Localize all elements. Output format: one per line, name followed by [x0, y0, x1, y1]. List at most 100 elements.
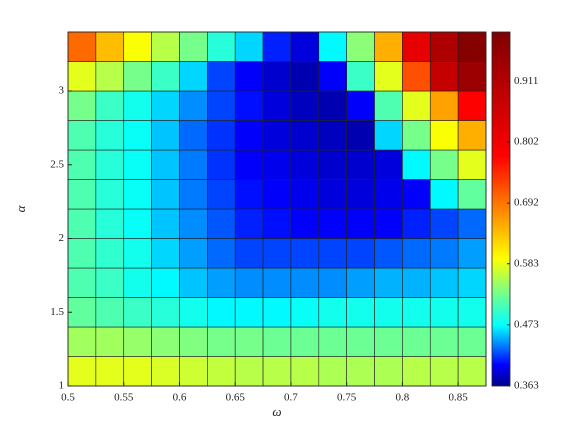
heat-cell — [402, 267, 431, 298]
heat-cell — [318, 267, 347, 298]
heat-cell — [95, 31, 125, 62]
heat-cell — [318, 179, 347, 210]
y-axis-label: α — [13, 204, 28, 212]
heat-cell — [346, 31, 375, 62]
heat-cell — [457, 31, 487, 62]
heat-cell — [207, 326, 236, 357]
heat-cell — [374, 179, 403, 210]
heat-cell — [151, 297, 180, 328]
heat-cell — [402, 149, 431, 180]
heat-cell — [457, 90, 487, 121]
heat-cell — [374, 120, 403, 151]
x-tick-label: 0.7 — [284, 392, 298, 404]
colorbar — [491, 31, 511, 387]
heat-cell — [151, 61, 180, 92]
heat-cell — [234, 90, 264, 121]
heat-cell — [207, 356, 236, 387]
heat-cell — [234, 61, 264, 92]
x-tick-label: 0.65 — [226, 392, 246, 404]
heat-cell — [429, 179, 459, 210]
y-tick-label: 2 — [59, 232, 65, 244]
heat-cell — [179, 61, 208, 92]
heat-cell — [207, 31, 236, 62]
heat-cell — [67, 61, 97, 92]
heat-cell — [262, 149, 292, 180]
heat-cell — [123, 326, 152, 357]
heat-cell — [429, 208, 459, 239]
heat-cell — [402, 179, 431, 210]
heat-cell — [374, 267, 403, 298]
heat-cell — [346, 267, 375, 298]
heat-cell — [123, 267, 152, 298]
x-tick-label: 0.55 — [114, 392, 134, 404]
heat-cell — [346, 297, 375, 328]
heat-cell — [123, 90, 152, 121]
heat-cell — [374, 238, 403, 269]
heat-cell — [346, 149, 375, 180]
heat-cell — [374, 61, 403, 92]
heat-cell — [290, 208, 320, 239]
heat-cell — [179, 179, 208, 210]
heat-cell — [457, 356, 487, 387]
heat-cell — [290, 90, 320, 121]
colorbar-tick-label: 0.911 — [514, 75, 538, 87]
colorbar-tick-label: 0.583 — [514, 257, 539, 269]
heat-cell — [457, 238, 487, 269]
heat-cell — [67, 326, 97, 357]
heat-cell — [318, 208, 347, 239]
x-tick-label: 0.75 — [337, 392, 357, 404]
heat-cell — [318, 61, 347, 92]
heat-cell — [123, 149, 152, 180]
heat-cell — [262, 267, 292, 298]
heat-cell — [457, 149, 487, 180]
heat-cell — [457, 267, 487, 298]
y-tick-label: 1 — [59, 380, 65, 392]
plot-frame — [67, 31, 487, 387]
heat-cell — [67, 208, 97, 239]
heat-cell — [67, 90, 97, 121]
heat-cell — [123, 179, 152, 210]
heat-cell — [67, 297, 97, 328]
heat-cell — [402, 238, 431, 269]
heat-cell — [262, 90, 292, 121]
heat-cell — [67, 356, 97, 387]
heat-cell — [262, 179, 292, 210]
heat-cell — [290, 238, 320, 269]
heat-cell — [151, 90, 180, 121]
y-tick-label: 2.5 — [50, 158, 64, 170]
heat-cell — [402, 208, 431, 239]
heat-cell — [290, 356, 320, 387]
heat-cell — [318, 120, 347, 151]
heat-cell — [234, 149, 264, 180]
heat-cell — [123, 31, 152, 62]
heat-cell — [346, 179, 375, 210]
heat-cell — [402, 31, 431, 62]
heat-cell — [262, 120, 292, 151]
heat-cell — [346, 326, 375, 357]
heat-cell — [151, 179, 180, 210]
colorbar-tick-label: 0.473 — [514, 318, 539, 330]
heat-cell — [457, 326, 487, 357]
heat-cell — [290, 326, 320, 357]
heat-cell — [290, 31, 320, 62]
heat-cell — [95, 297, 125, 328]
y-tick-label: 1.5 — [50, 306, 64, 318]
heat-cell — [234, 31, 264, 62]
heat-cell — [262, 356, 292, 387]
heat-cell — [151, 31, 180, 62]
colorbar-tick-label: 0.692 — [514, 197, 539, 209]
heat-cell — [234, 120, 264, 151]
heat-cell — [346, 356, 375, 387]
heat-cell — [151, 120, 180, 151]
heat-cell — [207, 120, 236, 151]
heat-cell — [374, 90, 403, 121]
heat-cell — [290, 149, 320, 180]
heat-cell — [457, 179, 487, 210]
heat-cell — [123, 120, 152, 151]
heat-cell — [374, 149, 403, 180]
y-tick-label: 3 — [59, 85, 65, 97]
heat-cell — [207, 90, 236, 121]
heat-cell — [234, 238, 264, 269]
heat-cell — [179, 326, 208, 357]
heat-cell — [151, 208, 180, 239]
